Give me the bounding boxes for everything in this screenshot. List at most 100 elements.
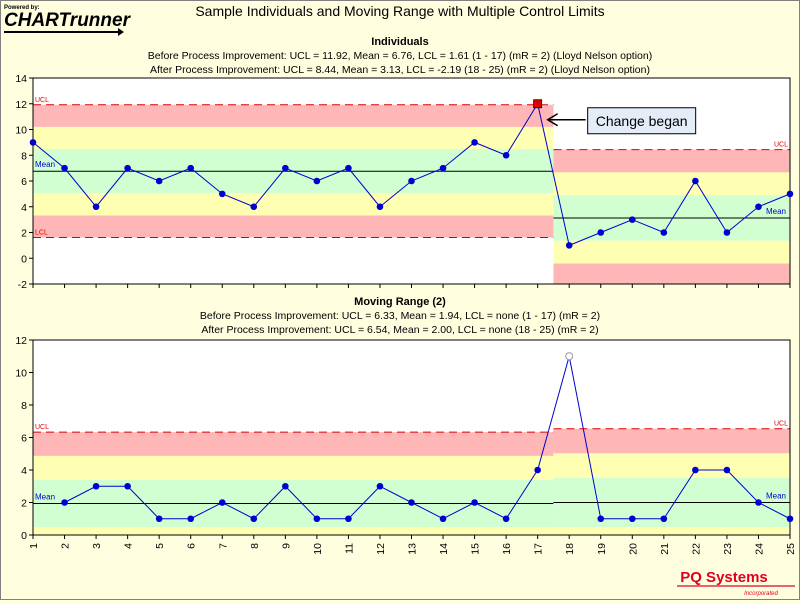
- moving-range-series-line-seg2: [568, 356, 791, 520]
- moving-range-point-3: [92, 482, 100, 490]
- company-logo: PQ Systems: [680, 569, 768, 586]
- moving-range-point-2: [61, 499, 68, 506]
- moving-range-seg2-upper-green-zone: [553, 477, 790, 503]
- individuals-point-18: [565, 242, 573, 249]
- moving-range-x-axis: 1 2 3 4 5 6 7 8 9 10 11 12 13 14 15 16 17 18 19 20 21 22 23 24 2…: [28, 535, 797, 555]
- moving-range-x-tick-label: 23: [722, 543, 734, 555]
- chart-main-title: Sample Individuals and Moving Range with…: [195, 3, 604, 19]
- moving-range-x-tick-label: 24: [753, 543, 765, 555]
- individuals-x-axis: [32, 284, 791, 288]
- individuals-y-tick-label: -2: [18, 279, 27, 291]
- individuals-zones: UCL Mean LCL UCL Mean: [33, 97, 790, 284]
- moving-range-seg1-upper-red-zone: [33, 432, 554, 456]
- moving-range-seg1-upper-yellow-zone: [33, 455, 554, 480]
- individuals-point-19: [597, 229, 605, 236]
- moving-range-y-tick-label: 4: [21, 465, 27, 477]
- individuals-seg2-lower-yellow-zone: [553, 240, 790, 264]
- moving-range-x-tick-label: 21: [659, 543, 671, 555]
- moving-range-seg1-ucl-label: UCL: [35, 424, 49, 431]
- individuals-seg2-upper-yellow-zone: [553, 172, 790, 196]
- individuals-y-tick-label: 2: [21, 228, 27, 240]
- individuals-annotation: Change began: [546, 107, 697, 135]
- individuals-series-connector: [537, 103, 570, 246]
- moving-range-point-17: [534, 466, 541, 474]
- moving-range-point-11: [345, 515, 352, 523]
- individuals-series-line-seg2: [569, 180, 791, 246]
- moving-range-y-axis: 0 2 4 6 8 10 12: [15, 335, 33, 542]
- moving-range-x-tick-label: 19: [596, 543, 608, 555]
- individuals-point-14: [439, 164, 447, 172]
- individuals-point-13: [408, 177, 415, 185]
- branding: Powered by: CHARTrunner Sample Individua…: [4, 3, 605, 36]
- individuals-point-6: [187, 164, 195, 172]
- moving-range-point-25: [786, 515, 794, 523]
- moving-range-series: [61, 352, 794, 523]
- moving-range-point-22: [692, 466, 699, 474]
- individuals-seg2-upper-green-zone: [553, 195, 790, 218]
- moving-range-point-10: [313, 515, 321, 523]
- moving-range-point-24: [755, 499, 762, 506]
- moving-range-point-9: [282, 482, 289, 490]
- moving-range-point-4: [124, 482, 131, 490]
- moving-range-zones: UCL Mean UCL Mean: [33, 421, 790, 535]
- moving-range-x-tick-label: 8: [249, 543, 261, 549]
- moving-range-y-tick-label: 0: [21, 530, 27, 542]
- individuals-subtitle-2: After Process Improvement: UCL = 8.44, M…: [150, 64, 650, 76]
- moving-range-title: Moving Range (2): [354, 296, 446, 308]
- moving-range-seg2-upper-yellow-zone: [553, 453, 790, 478]
- moving-range-point-20: [628, 515, 636, 523]
- moving-range-x-tick-label: 16: [501, 543, 513, 555]
- individuals-y-tick-label: 10: [15, 125, 27, 137]
- moving-range-subtitle-1: Before Process Improvement: UCL = 6.33, …: [200, 310, 600, 322]
- individuals-seg2-lower-red-zone: [553, 263, 790, 284]
- moving-range-seg1-lower-yellow-zone: [33, 527, 554, 535]
- moving-range-point-14: [439, 515, 447, 523]
- annotation-box: [587, 107, 697, 135]
- moving-range-x-tick-label: 11: [343, 543, 355, 554]
- moving-range-x-tick-label: 7: [217, 543, 229, 549]
- moving-range-x-tick-label: 1: [28, 543, 40, 549]
- moving-range-x-tick-label: 25: [785, 543, 797, 555]
- individuals-point-16: [502, 151, 510, 159]
- moving-range-y-tick-label: 2: [21, 498, 27, 510]
- moving-range-x-tick-label: 10: [312, 543, 324, 555]
- brand-logo: CHARTrunner: [4, 10, 132, 31]
- individuals-seg1-ucl-label: UCL: [35, 97, 49, 104]
- individuals-y-tick-label: 8: [21, 150, 27, 162]
- moving-range-seg1-lower-green-zone: [33, 503, 554, 528]
- moving-range-x-tick-label: 6: [186, 543, 198, 549]
- individuals-point-7: [218, 190, 226, 198]
- individuals-y-tick-label: 12: [15, 99, 27, 111]
- individuals-seg1-lower-red-zone: [33, 215, 554, 238]
- individuals-seg1-upper-green-zone: [33, 149, 554, 172]
- individuals-seg2-lower-green-zone: [553, 217, 790, 241]
- moving-range-x-tick-label: 5: [154, 543, 166, 549]
- individuals-point-15: [471, 139, 478, 146]
- moving-range-subtitle-2: After Process Improvement: UCL = 6.54, M…: [201, 324, 598, 336]
- moving-range-point-16: [502, 515, 510, 523]
- individuals-seg1-mean-label: Mean: [35, 160, 55, 169]
- individuals-y-axis: -2 0 2 4 6 8 10 12 14: [15, 73, 33, 291]
- moving-range-point-21: [660, 515, 668, 523]
- moving-range-panel: Moving Range (2) Before Process Improveme…: [15, 296, 797, 555]
- footer: PQ Systems Incorporated: [677, 569, 795, 597]
- moving-range-point-23: [723, 466, 731, 474]
- individuals-seg1-upper-yellow-zone: [33, 126, 554, 150]
- individuals-point-4: [124, 164, 131, 172]
- individuals-point-21: [660, 229, 668, 236]
- individuals-seg2-mean-label: Mean: [766, 207, 786, 216]
- moving-range-y-tick-label: 12: [15, 335, 27, 347]
- individuals-title: Individuals: [371, 36, 428, 48]
- moving-range-point-13: [408, 499, 415, 506]
- moving-range-point-15: [471, 499, 478, 506]
- moving-range-seg1-mean-label: Mean: [35, 492, 55, 501]
- individuals-point-22: [692, 177, 699, 185]
- individuals-series: [29, 99, 794, 249]
- individuals-point-23: [723, 229, 731, 236]
- individuals-y-tick-label: 0: [21, 253, 27, 265]
- moving-range-x-tick-label: 12: [375, 543, 387, 555]
- individuals-panel: Individuals Before Process Improvement: U…: [15, 36, 794, 291]
- individuals-point-11: [345, 164, 352, 172]
- individuals-point-12: [376, 203, 384, 211]
